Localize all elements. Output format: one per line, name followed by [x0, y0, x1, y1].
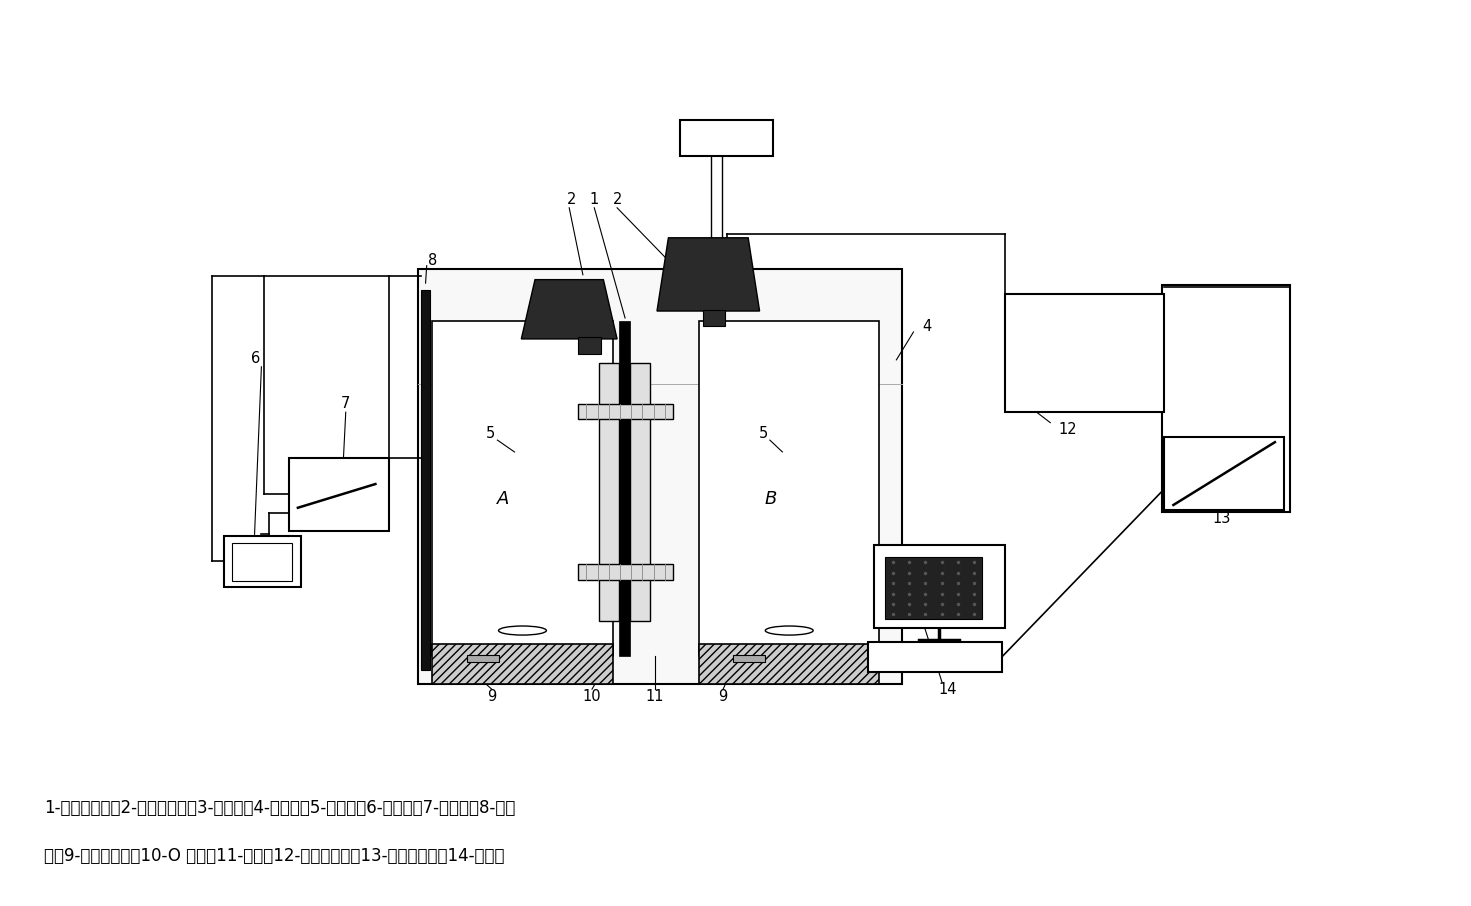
Text: 5: 5	[485, 426, 496, 440]
Text: B: B	[765, 490, 777, 508]
Bar	[886, 556, 983, 620]
Text: 1-质子交换膜；2-玻璃扩散池；3-取样口；4-水浴池；5-磁转子；6-控温仪；7-加热器；8-热电: 1-质子交换膜；2-玻璃扩散池；3-取样口；4-水浴池；5-磁转子；6-控温仪；…	[44, 799, 515, 817]
Text: 3: 3	[687, 126, 696, 140]
Bar	[699, 322, 880, 656]
Bar	[232, 543, 293, 581]
Bar	[578, 404, 672, 419]
Bar	[578, 564, 672, 580]
Polygon shape	[521, 280, 618, 339]
Text: 偶；9-磁力搅拌器；10-O 型圈；11-法兰；12-气相色谱仪；13-数据采集器；14-计算机: 偶；9-磁力搅拌器；10-O 型圈；11-法兰；12-气相色谱仪；13-数据采集…	[44, 847, 505, 865]
Bar	[288, 458, 388, 531]
Bar	[734, 655, 765, 662]
Ellipse shape	[765, 626, 813, 635]
Bar	[418, 269, 902, 684]
Bar	[619, 322, 630, 656]
Bar	[680, 120, 774, 156]
Polygon shape	[658, 237, 759, 311]
Text: A: A	[497, 490, 509, 508]
Bar	[1005, 294, 1164, 412]
Bar	[466, 655, 499, 662]
Text: 1: 1	[590, 192, 599, 207]
Text: 11: 11	[646, 689, 663, 704]
Bar	[578, 337, 602, 354]
Text: 6: 6	[252, 351, 260, 366]
Text: 13: 13	[1212, 511, 1230, 525]
Text: 12: 12	[1058, 422, 1077, 437]
Text: 4: 4	[922, 319, 931, 334]
Text: 7: 7	[341, 396, 350, 411]
Text: 8: 8	[428, 253, 437, 267]
Bar	[868, 642, 1002, 671]
Text: 14: 14	[938, 681, 958, 697]
Bar	[630, 363, 650, 622]
Text: 10: 10	[583, 689, 602, 704]
Text: 9: 9	[718, 689, 728, 704]
Bar	[421, 290, 430, 670]
Bar	[599, 363, 619, 622]
Text: 9: 9	[487, 689, 496, 704]
Bar	[710, 150, 722, 310]
Text: 5: 5	[759, 426, 768, 440]
Bar	[224, 536, 302, 586]
Bar	[703, 310, 725, 326]
Bar	[699, 644, 880, 684]
Bar	[1164, 437, 1284, 510]
Ellipse shape	[499, 626, 546, 635]
Bar	[432, 322, 612, 656]
Bar	[432, 644, 612, 684]
Text: 2: 2	[566, 192, 577, 207]
Text: 2: 2	[612, 192, 622, 207]
Bar	[1162, 285, 1290, 512]
Bar	[874, 545, 1005, 629]
